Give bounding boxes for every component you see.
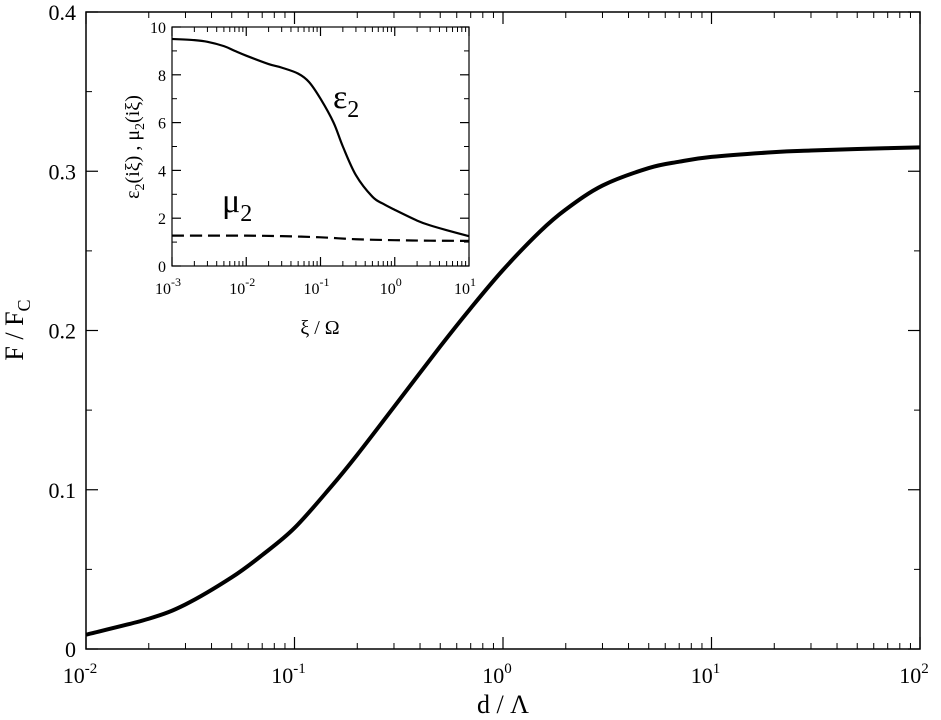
main-x-tick-base: 10 [899,663,921,688]
inset-x-tick-label: 10-3 [155,275,181,298]
inset-y-tick-label: 2 [158,211,166,228]
main-x-tick-base: 10 [482,663,504,688]
inset-x-tick-exponent: -3 [171,275,181,289]
inset-y-tick-label: 4 [158,163,166,180]
main-x-tick-label: 10-1 [271,661,306,688]
inset-x-tick-exponent: 0 [396,275,402,289]
inset-x-axis-label: ξ / Ω [300,317,339,339]
main-x-tick-exponent: -1 [293,661,306,677]
inset-x-tick-label: 10-1 [304,275,330,298]
main-y-tick-label: 0.2 [49,319,77,344]
main-x-tick-exponent: 1 [713,661,721,677]
inset-y-tick-label: 10 [150,20,166,37]
inset-series-line-0 [171,37,470,238]
main-y-tick-label: 0.1 [49,478,77,503]
main-x-tick-label: 100 [482,661,512,688]
epsilon2-label-main: ε [333,79,347,116]
inset-y-label-s2: 2 [133,123,148,130]
inset-x-tick-label: 101 [454,275,476,298]
main-y-axis-label-sub: C [14,299,34,311]
main-x-tick-exponent: 0 [504,661,512,677]
inset-series-line-1 [171,234,470,243]
inset-y-tick-label: 0 [158,259,166,276]
main-series-line-0 [85,145,921,637]
main-y-axis-label-main: F / F [0,311,29,360]
main-x-tick-base: 10 [691,663,713,688]
inset-y-tick-label: 8 [158,68,166,85]
inset-x-tick-label: 100 [380,275,402,298]
main-y-tick-label: 0.3 [49,159,77,184]
main-series [85,145,921,637]
epsilon2-label-sub: 2 [347,97,359,123]
inset-x-tick-base: 10 [454,281,470,298]
main-x-tick-base: 10 [63,663,85,688]
main-y-axis-label: F / FC [0,299,34,360]
inset-y-label-p3: (iξ) [122,95,144,123]
inset-x-tick-base: 10 [229,281,245,298]
inset-x-tick-base: 10 [380,281,396,298]
inset-y-label-p2: (iξ) , μ [122,130,144,184]
inset-y-label-p1: ε [122,190,144,198]
mu2-curve-label: μ2 [222,183,252,227]
inset-x-tick-label: 10-2 [229,275,255,298]
inset-y-tick-label: 6 [158,116,166,133]
main-x-tick-exponent: 2 [921,661,929,677]
inset-y-axis-label: ε2(iξ) , μ2(iξ) [122,95,148,199]
main-x-tick-exponent: -2 [85,661,98,677]
main-x-tick-label: 102 [899,661,929,688]
main-y-tick-label: 0 [65,637,76,662]
inset-x-tick-base: 10 [155,281,171,298]
inset-plot-frame [171,26,470,267]
main-y-tick-label: 0.4 [49,0,77,25]
inset-x-tick-base: 10 [304,281,320,298]
mu2-label-main: μ [222,183,240,220]
main-x-tick-base: 10 [271,663,293,688]
inset-x-tick-exponent: -2 [245,275,255,289]
main-x-tick-label: 10-2 [63,661,98,688]
inset-x-tick-exponent: 1 [470,275,476,289]
main-x-axis-label: d / Λ [477,690,529,719]
mu2-label-sub: 2 [240,201,252,227]
epsilon2-curve-label: ε2 [333,79,359,123]
inset-x-tick-exponent: -1 [320,275,330,289]
inset-series [171,37,470,243]
main-x-tick-label: 101 [691,661,721,688]
inset-y-label-s1: 2 [133,183,148,190]
